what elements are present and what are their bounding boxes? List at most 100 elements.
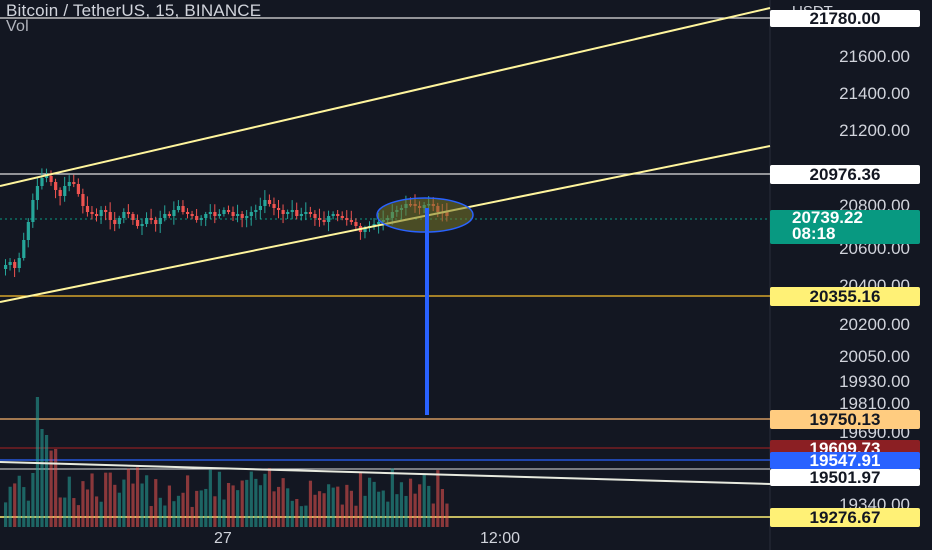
candle-body xyxy=(31,200,35,222)
candle-body xyxy=(327,216,331,222)
volume-bar xyxy=(126,468,131,527)
candle-body xyxy=(81,194,85,206)
candle-body xyxy=(204,214,208,218)
volume-bar xyxy=(377,491,381,527)
price-tag-19547[interactable]: 19547.91 xyxy=(770,452,920,469)
candle-body xyxy=(108,212,112,220)
indicator-label-vol[interactable]: Vol xyxy=(6,18,29,35)
candle-body xyxy=(236,214,240,216)
volume-bar xyxy=(249,471,253,527)
candle-body xyxy=(245,216,249,218)
volume-bar xyxy=(72,498,76,527)
price-tag-20355[interactable]: 20355.16 xyxy=(770,287,920,306)
volume-bar xyxy=(67,476,71,527)
volume-bar xyxy=(404,495,408,527)
volume-bar xyxy=(258,485,262,527)
volume-bar xyxy=(26,500,30,527)
price-label: 19930.00 xyxy=(839,372,910,391)
candle-body xyxy=(349,220,353,222)
price-label: 21600.00 xyxy=(839,47,910,66)
volume-bar xyxy=(167,485,171,527)
volume-bar xyxy=(90,473,94,527)
price-tag-19276[interactable]: 19276.67 xyxy=(770,508,920,527)
candle-body xyxy=(76,184,80,194)
volume-bar xyxy=(95,496,99,527)
volume-bar xyxy=(286,488,290,527)
current-price-tag[interactable]: 20739.22 08:18 xyxy=(770,209,920,244)
volume-bar xyxy=(381,490,385,527)
volume-bar xyxy=(85,489,90,527)
candle-body xyxy=(317,218,322,220)
price-label: 19810.00 xyxy=(839,394,910,413)
volume-bar xyxy=(399,482,404,527)
candle-body xyxy=(290,210,294,212)
candle-body xyxy=(67,182,71,186)
volume-bar xyxy=(108,472,112,527)
candle-body xyxy=(58,190,62,196)
candle-body xyxy=(217,214,222,216)
candle-body xyxy=(340,216,344,218)
volume-bar xyxy=(390,468,394,527)
time-label-1200: 12:00 xyxy=(480,530,521,547)
volume-bar xyxy=(317,491,322,527)
candle-body xyxy=(277,208,281,210)
price-tag-19750[interactable]: 19750.13 xyxy=(770,410,920,429)
candle-body xyxy=(363,228,367,232)
price-tag-20976[interactable]: 20976.36 xyxy=(770,165,920,184)
candle-body xyxy=(4,265,8,269)
symbol-title[interactable]: Bitcoin / TetherUS, 15, BINANCE xyxy=(6,1,262,20)
candle-body xyxy=(222,210,226,214)
volume-trend-line[interactable] xyxy=(0,461,771,485)
candle-body xyxy=(126,212,131,214)
volume-bar xyxy=(176,495,181,527)
volume-bar xyxy=(181,492,185,527)
candle-body xyxy=(299,214,303,216)
candle-body xyxy=(181,206,185,212)
volume-bar xyxy=(195,490,199,527)
price-tag-19501[interactable]: 19501.97 xyxy=(770,469,920,486)
volume-bar xyxy=(427,485,431,527)
candle-body xyxy=(8,262,12,265)
volume-bars xyxy=(4,397,449,527)
volume-bar xyxy=(190,506,194,527)
candle-body xyxy=(190,214,194,216)
volume-bar xyxy=(422,473,426,527)
candle-body xyxy=(313,214,317,218)
volume-bar xyxy=(418,484,422,527)
candle-body xyxy=(172,210,176,216)
volume-bar xyxy=(327,484,331,527)
candle-body xyxy=(322,220,326,222)
candle-body xyxy=(22,240,26,258)
volume-bar xyxy=(76,505,80,527)
volume-bar xyxy=(140,483,144,527)
volume-bar xyxy=(217,471,222,527)
volume-bar xyxy=(358,472,363,527)
candle-body xyxy=(176,206,181,210)
volume-bar xyxy=(49,450,53,527)
volume-bar xyxy=(226,482,231,527)
volume-bar xyxy=(199,490,203,527)
candle-body xyxy=(26,222,30,240)
volume-bar xyxy=(213,496,217,527)
volume-bar xyxy=(245,479,249,527)
volume-bar xyxy=(163,505,167,527)
candle-body xyxy=(63,186,67,196)
volume-bar xyxy=(331,487,335,527)
candle-body xyxy=(85,206,90,212)
candle-body xyxy=(213,212,217,216)
volume-bar xyxy=(58,497,62,527)
candle-body xyxy=(254,210,258,212)
volume-bar xyxy=(372,481,376,527)
candle-body xyxy=(95,214,99,216)
candle-body xyxy=(331,214,335,216)
volume-bar xyxy=(368,477,372,527)
candle-body xyxy=(104,210,108,212)
candle-body xyxy=(140,224,144,226)
volume-bar xyxy=(304,505,308,527)
volume-bar xyxy=(336,486,340,527)
volume-bar xyxy=(17,475,21,527)
volume-bar xyxy=(431,503,435,527)
channel-upper-line[interactable] xyxy=(0,7,771,187)
price-tag-top[interactable]: 21780.00 xyxy=(770,10,920,27)
